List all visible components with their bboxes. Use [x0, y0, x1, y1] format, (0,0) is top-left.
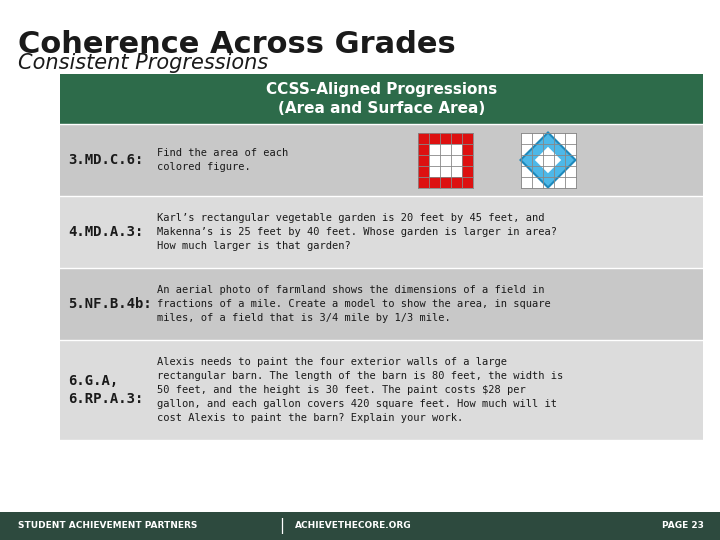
Text: Coherence Across Grades: Coherence Across Grades [18, 30, 456, 59]
Text: 3.MD.C.6:: 3.MD.C.6: [68, 153, 143, 167]
Text: 6.G.A,
6.RP.A.3:: 6.G.A, 6.RP.A.3: [68, 374, 143, 406]
Text: Find the area of each
colored figure.: Find the area of each colored figure. [157, 148, 288, 172]
FancyBboxPatch shape [418, 132, 472, 187]
FancyBboxPatch shape [60, 340, 703, 440]
FancyBboxPatch shape [60, 196, 703, 268]
FancyBboxPatch shape [0, 512, 720, 540]
FancyBboxPatch shape [418, 132, 472, 187]
Text: CCSS-Aligned Progressions
(Area and Surface Area): CCSS-Aligned Progressions (Area and Surf… [266, 82, 497, 117]
Text: An aerial photo of farmland shows the dimensions of a field in
fractions of a mi: An aerial photo of farmland shows the di… [157, 285, 551, 323]
FancyBboxPatch shape [521, 132, 575, 187]
Polygon shape [535, 147, 561, 173]
Text: 4.MD.A.3:: 4.MD.A.3: [68, 225, 143, 239]
Text: |: | [279, 518, 284, 534]
Text: Consistent Progressions: Consistent Progressions [18, 53, 269, 73]
Text: ACHIEVETHECORE.ORG: ACHIEVETHECORE.ORG [295, 522, 412, 530]
Text: Karl’s rectangular vegetable garden is 20 feet by 45 feet, and
Makenna’s is 25 f: Karl’s rectangular vegetable garden is 2… [157, 213, 557, 251]
Text: STUDENT ACHIEVEMENT PARTNERS: STUDENT ACHIEVEMENT PARTNERS [18, 522, 197, 530]
Polygon shape [521, 132, 575, 187]
Text: PAGE 23: PAGE 23 [662, 522, 704, 530]
FancyBboxPatch shape [60, 74, 703, 124]
FancyBboxPatch shape [60, 124, 703, 196]
Text: 5.NF.B.4b:: 5.NF.B.4b: [68, 297, 152, 311]
FancyBboxPatch shape [428, 144, 462, 177]
Text: Alexis needs to paint the four exterior walls of a large
rectangular barn. The l: Alexis needs to paint the four exterior … [157, 357, 563, 423]
FancyBboxPatch shape [60, 268, 703, 340]
